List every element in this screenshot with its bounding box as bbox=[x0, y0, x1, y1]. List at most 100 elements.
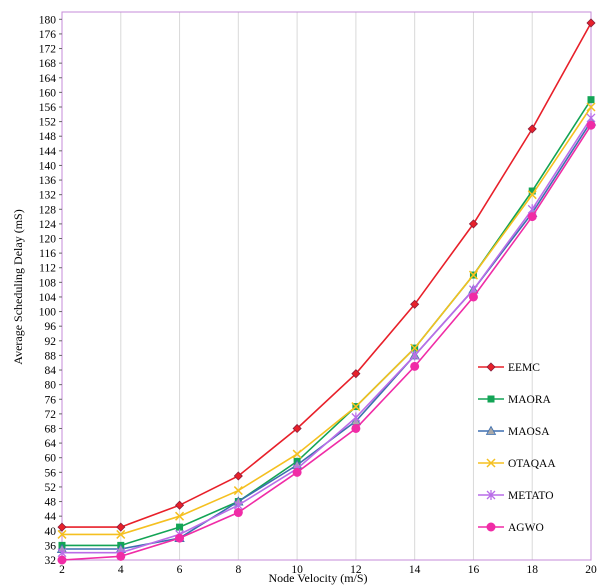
data-point-eemc bbox=[527, 124, 537, 134]
legend: EEMC MAORA MAOSA OTAQAA METATO AGWO bbox=[478, 362, 556, 534]
data-point-otaqaa bbox=[175, 511, 185, 521]
series-line-maosa bbox=[62, 121, 592, 550]
y-tick-label: 60 bbox=[45, 453, 57, 465]
y-tick-label: 156 bbox=[39, 102, 57, 114]
y-tick-label: 40 bbox=[45, 526, 57, 538]
x-tick-label: 10 bbox=[291, 564, 303, 576]
data-point-agwo bbox=[175, 533, 185, 543]
series-line-otaqaa bbox=[62, 106, 592, 536]
series-line-maora bbox=[62, 99, 592, 547]
y-tick-label: 120 bbox=[39, 234, 57, 246]
y-tick-label: 180 bbox=[39, 14, 57, 26]
data-point-eemc bbox=[586, 18, 596, 28]
data-point-otaqaa bbox=[57, 529, 67, 539]
y-tick-label: 80 bbox=[45, 380, 57, 392]
legend-item-agwo: AGWO bbox=[478, 522, 544, 534]
data-point-eemc bbox=[57, 522, 67, 532]
y-tick-label: 36 bbox=[45, 540, 57, 552]
legend-label: MAORA bbox=[508, 394, 552, 406]
data-point-agwo bbox=[586, 120, 596, 130]
x-tick-label: 14 bbox=[409, 564, 421, 576]
y-axis-title: Average Scheduling Delay (mS) bbox=[11, 209, 25, 364]
x-tick-label: 18 bbox=[526, 564, 538, 576]
series-line-metato bbox=[62, 117, 592, 554]
y-axis-ticks: 32 36 40 44 48 52 56 60 64 68 72 76 80 84 88 92 96 100 104… bbox=[39, 14, 62, 567]
y-tick-label: 128 bbox=[39, 204, 57, 216]
y-tick-label: 144 bbox=[39, 146, 57, 158]
y-tick-label: 132 bbox=[39, 190, 57, 202]
legend-marker bbox=[486, 490, 496, 500]
y-tick-label: 160 bbox=[39, 87, 57, 99]
data-point-eemc bbox=[233, 471, 243, 481]
y-tick-label: 96 bbox=[45, 321, 57, 333]
y-tick-label: 148 bbox=[39, 131, 57, 143]
data-point-eemc bbox=[292, 423, 302, 434]
y-tick-label: 116 bbox=[39, 248, 56, 260]
y-tick-label: 112 bbox=[39, 263, 56, 275]
y-tick-label: 136 bbox=[39, 175, 57, 187]
y-tick-label: 140 bbox=[39, 160, 57, 172]
legend-marker bbox=[485, 425, 497, 435]
data-point-agwo bbox=[351, 423, 361, 433]
legend-item-maosa: MAOSA bbox=[478, 425, 550, 438]
y-tick-label: 152 bbox=[39, 117, 57, 129]
legend-item-otaqaa: OTAQAA bbox=[478, 458, 556, 470]
y-tick-label: 124 bbox=[39, 219, 57, 231]
series-lines bbox=[56, 18, 597, 565]
y-tick-label: 32 bbox=[45, 555, 57, 567]
x-tick-label: 2 bbox=[59, 564, 65, 576]
data-point-eemc bbox=[351, 369, 361, 379]
series-eemc bbox=[57, 18, 596, 532]
legend-marker bbox=[486, 458, 496, 468]
data-point-otaqaa bbox=[527, 190, 537, 200]
data-point-eemc bbox=[468, 219, 479, 229]
y-tick-label: 100 bbox=[39, 307, 57, 319]
legend-label: MAOSA bbox=[508, 426, 550, 438]
data-point-eemc bbox=[174, 500, 185, 510]
x-axis-ticks: 2 4 6 8 10 12 14 16 18 20 bbox=[59, 564, 597, 576]
data-point-metato bbox=[351, 412, 361, 423]
y-tick-label: 108 bbox=[39, 277, 57, 289]
series-line-eemc bbox=[62, 22, 592, 528]
y-tick-label: 172 bbox=[39, 44, 57, 56]
x-tick-label: 6 bbox=[177, 564, 183, 576]
data-point-eemc bbox=[410, 299, 420, 309]
data-point-agwo bbox=[292, 467, 302, 477]
data-point-agwo bbox=[468, 292, 478, 302]
y-tick-label: 92 bbox=[45, 336, 57, 348]
legend-marker bbox=[486, 362, 496, 372]
legend-marker bbox=[487, 395, 495, 403]
data-point-metato bbox=[410, 350, 420, 361]
legend-label: OTAQAA bbox=[508, 458, 556, 470]
plot-area-border bbox=[61, 11, 592, 561]
data-point-eemc bbox=[116, 522, 126, 532]
y-tick-label: 64 bbox=[45, 438, 57, 450]
data-point-otaqaa bbox=[233, 486, 243, 496]
y-tick-label: 176 bbox=[39, 29, 57, 41]
series-maora bbox=[58, 96, 595, 549]
x-tick-label: 4 bbox=[118, 564, 124, 576]
series-agwo bbox=[57, 120, 596, 565]
series-otaqaa bbox=[57, 102, 596, 539]
data-point-otaqaa bbox=[586, 102, 596, 112]
y-tick-label: 168 bbox=[39, 58, 57, 70]
data-point-otaqaa bbox=[468, 270, 478, 280]
data-point-maora bbox=[587, 96, 595, 104]
y-tick-label: 104 bbox=[39, 292, 57, 304]
data-point-agwo bbox=[116, 551, 126, 561]
data-point-otaqaa bbox=[410, 343, 420, 353]
y-tick-label: 52 bbox=[45, 482, 57, 494]
data-point-agwo bbox=[233, 508, 243, 518]
series-maosa bbox=[56, 116, 597, 553]
y-tick-label: 84 bbox=[45, 365, 57, 377]
y-tick-label: 88 bbox=[45, 350, 57, 362]
legend-label: AGWO bbox=[508, 522, 544, 534]
legend-label: METATO bbox=[508, 490, 554, 502]
x-axis-title: Node Velocity (m/S) bbox=[268, 571, 367, 585]
x-tick-label: 12 bbox=[350, 564, 362, 576]
y-tick-label: 76 bbox=[45, 394, 57, 406]
legend-item-eemc: EEMC bbox=[478, 362, 540, 374]
data-point-otaqaa bbox=[292, 449, 302, 459]
legend-item-metato: METATO bbox=[478, 490, 554, 502]
